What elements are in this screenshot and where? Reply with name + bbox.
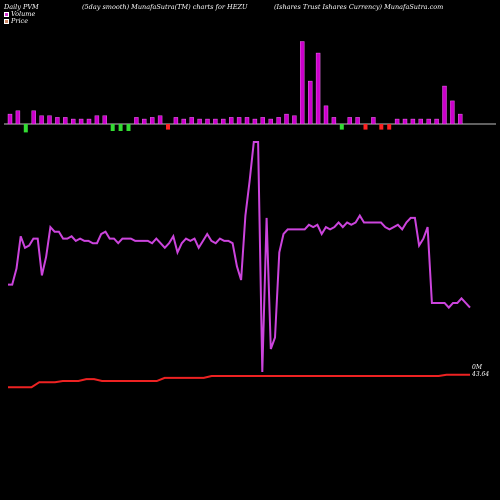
header-source: (Ishares Trust Ishares Currency) MunafaS…: [274, 3, 444, 11]
volume-bar: [7, 113, 13, 125]
legend-volume: Volume: [4, 10, 35, 18]
legend-volume-label: Volume: [11, 10, 36, 18]
volume-bar: [458, 113, 463, 125]
volume-bar: [371, 117, 376, 125]
volume-bar: [157, 115, 163, 125]
volume-bar: [347, 117, 352, 125]
volume-bar: [70, 118, 76, 125]
volume-bar: [15, 110, 21, 125]
volume-bar: [355, 117, 360, 125]
legend-price: Price: [4, 17, 28, 25]
volume-bar: [260, 117, 265, 125]
volume-bar: [31, 110, 36, 125]
volume-bar: [55, 117, 60, 125]
legend-price-swatch: [4, 18, 9, 24]
volume-line-shadow: [8, 140, 472, 373]
volume-bar: [308, 80, 313, 125]
volume-bar: [189, 117, 194, 125]
volume-bar: [292, 115, 297, 125]
legend-price-label: Price: [11, 17, 29, 25]
volume-bar: [236, 117, 242, 125]
volume-bar: [86, 118, 92, 125]
volume-bar: [166, 124, 170, 130]
volume-bar: [23, 124, 28, 133]
volume-bar: [379, 124, 384, 130]
volume-bar: [47, 115, 52, 125]
price-line: [8, 373, 470, 389]
volume-bar: [434, 118, 439, 125]
volume-bar: [418, 118, 423, 125]
volume-bar: [205, 118, 210, 125]
volume-bar: [387, 124, 392, 130]
volume-bar: [331, 117, 337, 125]
volume-bar: [244, 117, 250, 125]
volume-bar: [94, 115, 100, 125]
volume-bar: [78, 118, 84, 125]
volume-bar: [197, 118, 202, 125]
volume-bar: [118, 124, 123, 131]
volume-bar: [134, 117, 139, 125]
volume-bar: [300, 41, 305, 125]
volume-bar: [126, 124, 131, 131]
volume-bar: [110, 124, 115, 131]
header-title: (5day smooth) MunafaSutra(TM) charts for…: [82, 3, 248, 11]
volume-bar: [363, 124, 368, 130]
volume-bar: [442, 85, 447, 125]
volume-bar: [402, 118, 408, 125]
volume-bar: [142, 118, 147, 125]
volume-bar: [450, 100, 455, 125]
header-left: Daily PVM: [4, 3, 39, 11]
volume-bar: [228, 117, 234, 125]
volume-end-label: 0M: [472, 364, 482, 371]
volume-bar: [410, 118, 416, 125]
volume-bar: [252, 118, 258, 125]
price-end-label: 43.64: [472, 371, 490, 378]
volume-line: [8, 141, 471, 373]
volume-bar: [284, 113, 289, 125]
volume-bar: [339, 124, 344, 130]
volume-bar: [181, 118, 187, 125]
volume-bar: [213, 118, 218, 125]
volume-bar: [268, 118, 273, 125]
volume-bar: [63, 117, 68, 125]
volume-bar: [426, 118, 431, 125]
volume-bar: [323, 105, 329, 125]
volume-bar: [315, 52, 321, 125]
volume-bar: [39, 115, 44, 125]
volume-bar: [102, 115, 108, 125]
volume-bar: [394, 118, 400, 125]
volume-bar: [149, 117, 155, 125]
volume-bar: [276, 117, 281, 125]
legend-volume-swatch: [4, 11, 9, 17]
volume-bar: [221, 118, 226, 125]
volume-bar: [173, 117, 179, 125]
